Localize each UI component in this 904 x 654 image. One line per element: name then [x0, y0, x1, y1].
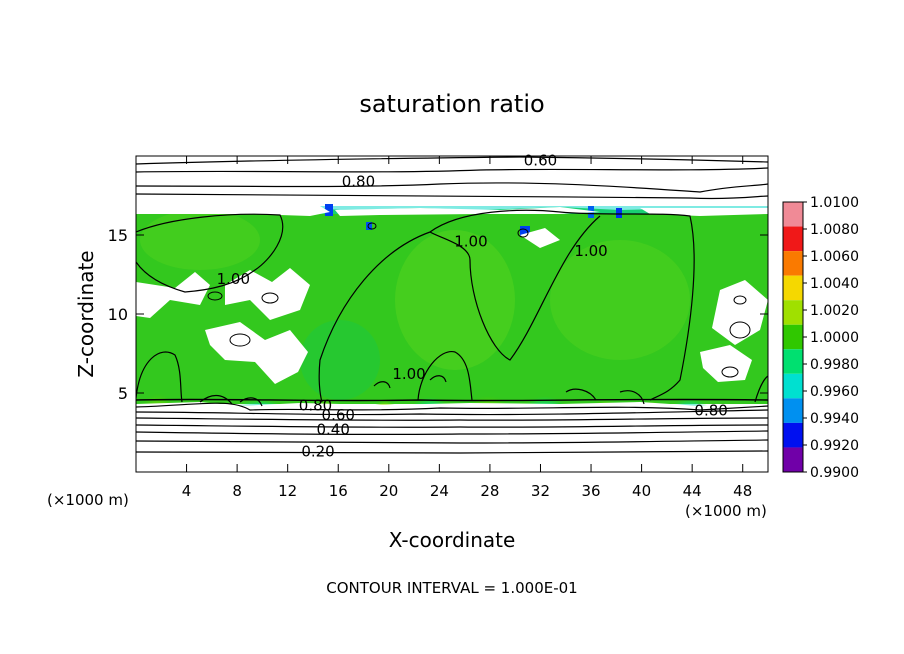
x-tick-label: 16: [329, 482, 348, 500]
y-axis-label: Z-coordinate: [74, 250, 98, 377]
colorbar-label: 0.9960: [810, 384, 859, 400]
colorbar-segment: [783, 251, 803, 276]
y-tick-label: 15: [108, 226, 128, 245]
x-tick-label: 36: [581, 482, 600, 500]
x-tick-label: 4: [182, 482, 192, 500]
x-tick-label: 24: [430, 482, 449, 500]
colorbar-segment: [783, 422, 803, 448]
colorbar-label: 1.0000: [810, 330, 859, 346]
x-axis-unit-left: (×1000 m): [47, 491, 129, 509]
y-tick-label: 5: [118, 384, 128, 403]
colorbar-label: 0.9980: [810, 357, 859, 373]
x-tick-label: 28: [480, 482, 499, 500]
x-tick-label: 12: [278, 482, 297, 500]
chart-title: saturation ratio: [359, 90, 544, 118]
saturation-field: [136, 156, 768, 472]
colorbar-segment: [783, 226, 803, 252]
colorbar-segment: [783, 275, 803, 301]
colorbar-label: 0.9920: [810, 438, 859, 454]
contour-label: 0.20: [301, 442, 334, 460]
x-axis: 4 8 12 16 20 24 28 32 36 40 44 48: [182, 156, 752, 500]
x-tick-label: 44: [683, 482, 702, 500]
colorbar-segment: [783, 324, 803, 350]
colorbar-label: 1.0040: [810, 276, 859, 292]
colorbar: 1.0100 1.0080 1.0060 1.0040 1.0020 1.0000 0.99…: [782, 195, 859, 481]
x-axis-unit-right: (×1000 m): [685, 502, 767, 520]
x-tick-label: 48: [733, 482, 752, 500]
contour-interval-note: CONTOUR INTERVAL = 1.000E-01: [326, 579, 577, 597]
colorbar-label: 1.0080: [810, 222, 859, 238]
contour-label: 1.00: [454, 232, 487, 250]
contour-label: 0.80: [694, 401, 727, 419]
contour-label: 0.80: [342, 172, 375, 190]
colorbar-label: 1.0060: [810, 249, 859, 265]
contour-label: 0.60: [322, 406, 355, 424]
colorbar-segment: [783, 202, 803, 227]
y-axis: 5 10 15: [108, 226, 768, 403]
x-tick-label: 20: [379, 482, 398, 500]
colorbar-label: 0.9940: [810, 411, 859, 427]
colorbar-label: 0.9900: [810, 465, 859, 481]
x-axis-label: X-coordinate: [389, 528, 516, 552]
colorbar-segment: [783, 373, 803, 399]
colorbar-segment: [783, 447, 803, 472]
x-tick-label: 8: [232, 482, 242, 500]
contour-label: 1.00: [574, 242, 607, 260]
colorbar-segment: [783, 300, 803, 325]
colorbar-label: 1.0100: [810, 195, 859, 211]
colorbar-segment: [783, 398, 803, 423]
contour-label: 1.00: [392, 365, 425, 383]
contour-label: 1.00: [217, 270, 250, 288]
colorbar-label: 1.0020: [810, 303, 859, 319]
x-tick-label: 40: [632, 482, 651, 500]
x-tick-label: 32: [531, 482, 550, 500]
y-tick-label: 10: [108, 305, 128, 324]
contour-label: 0.80: [299, 397, 332, 415]
colorbar-segment: [783, 349, 803, 374]
contour-label: 0.40: [316, 420, 349, 438]
